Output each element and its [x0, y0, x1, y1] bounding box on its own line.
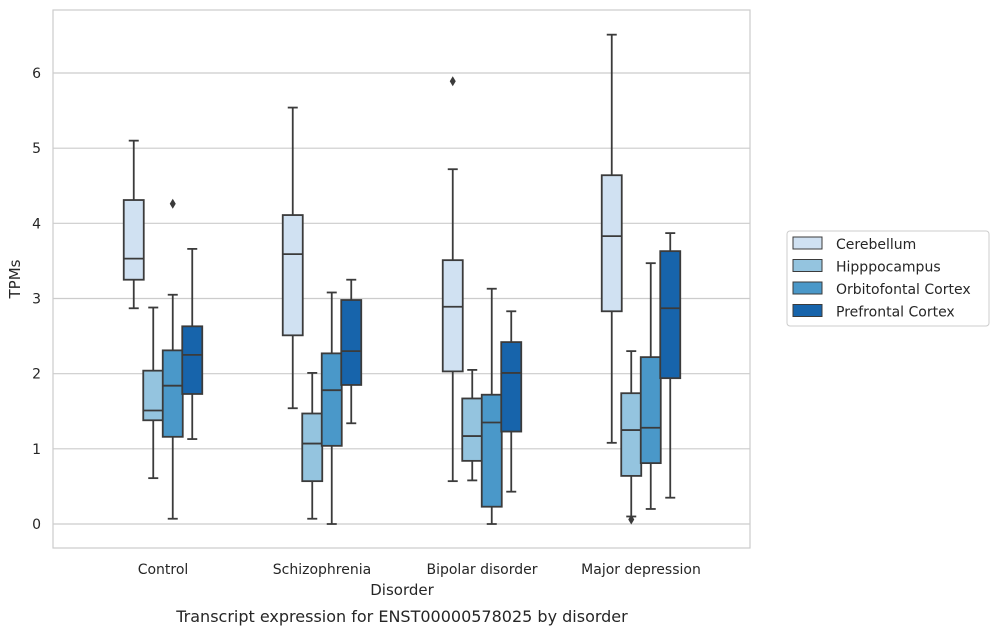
y-tick-labels: 0 1 2 3 4 5 6 [32, 66, 41, 533]
legend-label: Cerebellum [836, 237, 916, 253]
legend-label: Prefrontal Cortex [836, 305, 955, 321]
legend-items: Cerebellum Hipppocampus Orbitofontal Corte… [792, 236, 971, 321]
box-body [142, 369, 165, 422]
box-prefrontal-cortex [659, 232, 682, 499]
y-tick-label: 1 [32, 442, 41, 458]
box-cerebellum [122, 139, 145, 310]
x-axis-title: Disorder [370, 581, 434, 599]
box-hipppocampus [620, 350, 643, 525]
legend-swatch [792, 304, 823, 317]
outlier-point [449, 76, 456, 87]
legend-frame [786, 230, 990, 327]
legend-label: Hipppocampus [836, 260, 941, 276]
legend: Cerebellum Hipppocampus Orbitofontal Corte… [786, 230, 990, 327]
x-tick-label: Major depression [581, 562, 701, 578]
box-body [639, 356, 662, 465]
box-body [620, 392, 643, 477]
y-tick-label: 5 [32, 141, 41, 157]
y-tick-label: 4 [32, 216, 41, 232]
box-cerebellum [441, 76, 464, 483]
box-body [122, 199, 145, 281]
x-tick-label: Control [138, 562, 189, 578]
box-cerebellum [281, 106, 304, 410]
chart-caption: Transcript expression for ENST0000057802… [175, 607, 628, 626]
box-hipppocampus [301, 372, 324, 520]
box-body [659, 250, 682, 380]
box-body [181, 325, 204, 395]
box-body [301, 412, 324, 483]
box-body [320, 352, 343, 447]
plot-area [52, 9, 751, 549]
legend-swatch [792, 281, 823, 295]
legend-label: Orbitofontal Cortex [836, 282, 971, 298]
box-prefrontal-cortex [340, 278, 363, 425]
box-prefrontal-cortex [500, 310, 523, 493]
box-body [441, 259, 464, 373]
box-orbitofontal-cortex [480, 287, 503, 525]
box-body [500, 341, 523, 433]
box-body [161, 349, 184, 438]
box-groups [122, 33, 682, 525]
box-orbitofontal-cortex [320, 291, 343, 525]
box-cerebellum [600, 33, 623, 444]
box-body [480, 393, 503, 508]
box-prefrontal-cortex [181, 247, 204, 440]
box-body [281, 214, 304, 337]
y-tick-label: 0 [32, 517, 41, 533]
legend-swatch [792, 236, 823, 250]
box-orbitofontal-cortex [161, 198, 184, 520]
box-hipppocampus [461, 369, 484, 482]
y-tick-label: 2 [32, 367, 41, 383]
x-tick-labels: Control Schizophrenia Bipolar disorder Majo… [138, 562, 701, 578]
x-tick-label: Bipolar disorder [426, 562, 537, 578]
outlier-point [628, 514, 635, 525]
box-body [461, 397, 484, 462]
outlier-point [169, 198, 176, 209]
box-body [340, 299, 363, 386]
box-body [600, 174, 623, 313]
legend-swatch [792, 259, 823, 272]
y-axis-title: TPMs [6, 259, 24, 299]
y-tick-label: 3 [32, 292, 41, 308]
x-tick-label: Schizophrenia [273, 562, 371, 578]
box-orbitofontal-cortex [639, 262, 662, 510]
y-tick-label: 6 [32, 66, 41, 82]
